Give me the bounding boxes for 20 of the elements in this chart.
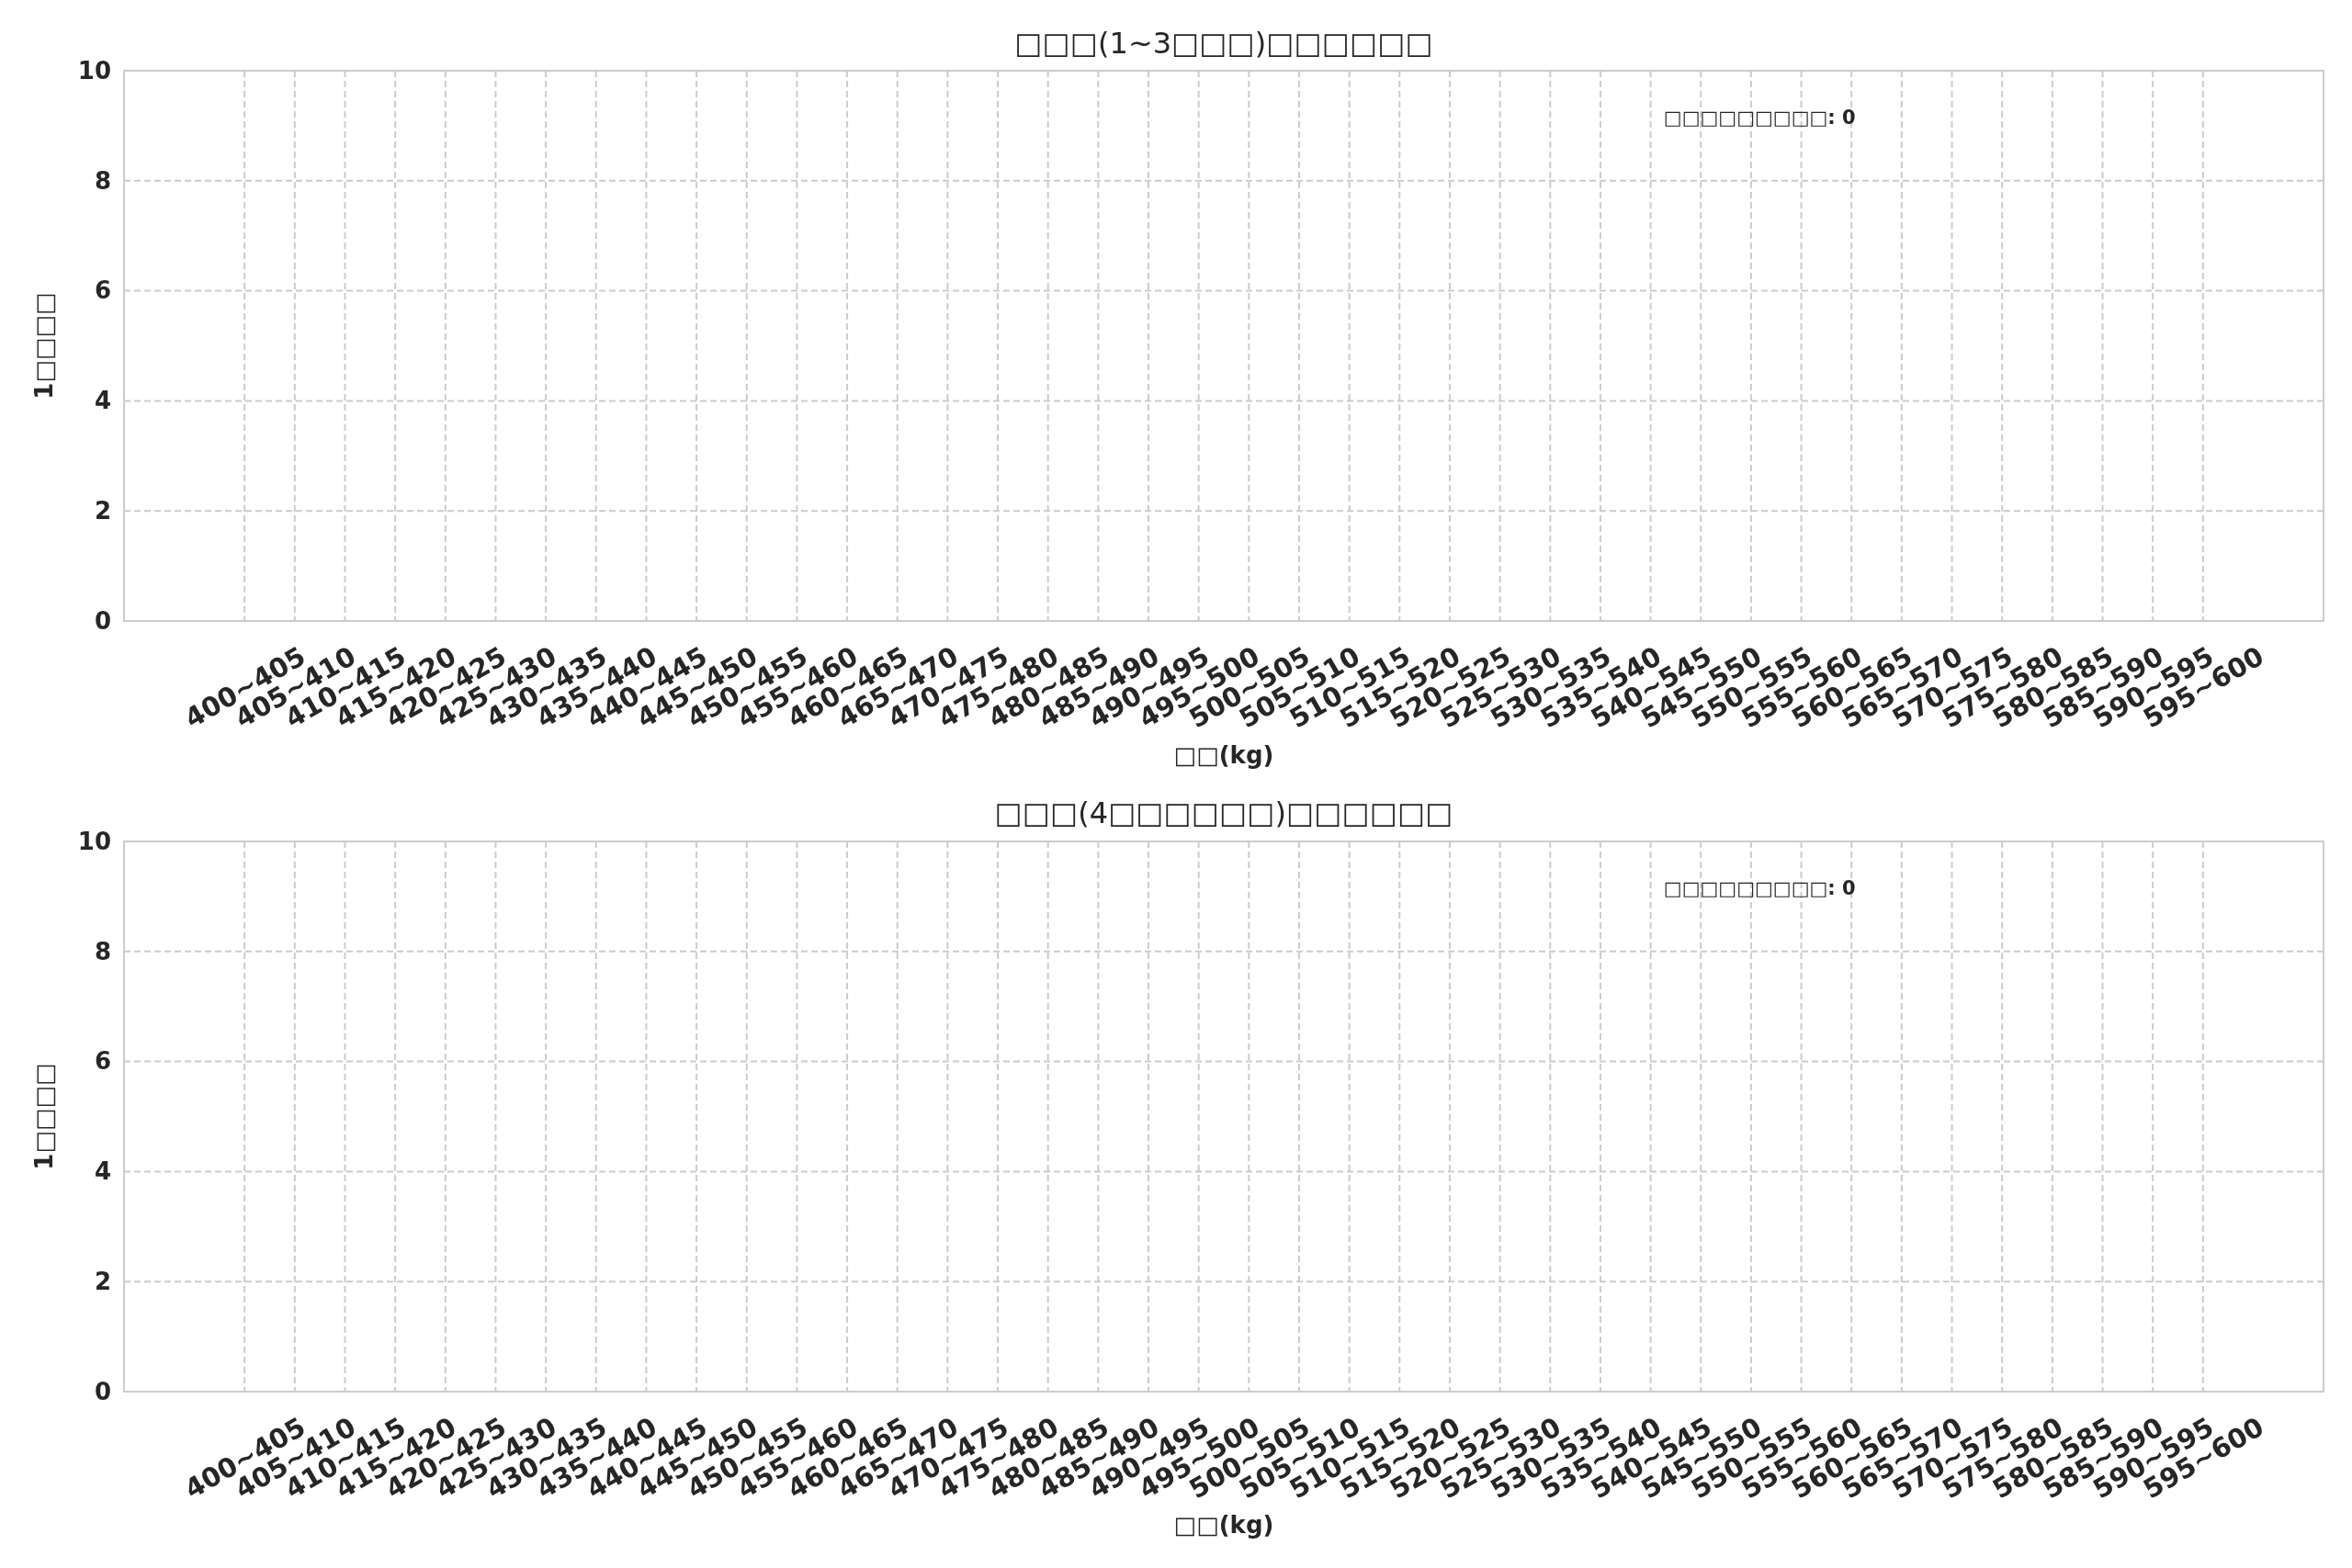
y-tick-label: 8	[94, 166, 111, 195]
y-axis-title: 1□□□□	[29, 1063, 58, 1170]
x-axis-title: □□(kg)	[1173, 740, 1274, 769]
annotation: □□□□□□□□□: 0	[1663, 877, 1856, 900]
y-tick-label: 0	[94, 1377, 111, 1405]
y-tick-label: 8	[94, 937, 111, 965]
y-tick-label: 6	[94, 276, 111, 305]
y-tick-label: 4	[94, 387, 111, 415]
chart-title: □□□(4□□□□□□)□□□□□□	[994, 795, 1453, 830]
chart-title: □□□(1~3□□□)□□□□□□	[1014, 26, 1433, 61]
x-axis-title: □□(kg)	[1173, 1510, 1274, 1539]
y-tick-label: 2	[94, 497, 111, 525]
y-tick-label: 4	[94, 1157, 111, 1186]
y-tick-label: 6	[94, 1047, 111, 1076]
y-tick-label: 2	[94, 1268, 111, 1296]
y-tick-label: 10	[77, 827, 111, 855]
y-tick-label: 0	[94, 606, 111, 635]
y-tick-label: 10	[77, 56, 111, 85]
annotation: □□□□□□□□□: 0	[1663, 107, 1856, 130]
y-axis-title: 1□□□□	[29, 292, 58, 400]
